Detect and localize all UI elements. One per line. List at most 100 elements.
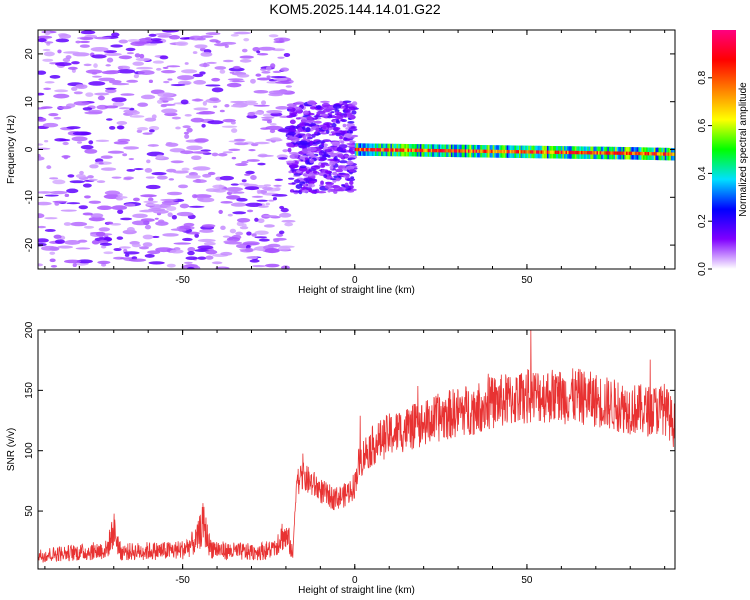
- spectrogram-blob: [223, 240, 236, 244]
- spectrogram-blob: [234, 142, 249, 146]
- spectrogram-blob: [83, 225, 95, 229]
- carrier-band-core: [402, 148, 406, 152]
- spectrogram-blob: [80, 36, 94, 41]
- spectrogram-blob: [89, 164, 99, 169]
- spectrogram-blob: [317, 148, 322, 152]
- spectrogram-blob: [340, 118, 345, 122]
- spectrogram-blob: [283, 52, 291, 57]
- carrier-band-core: [529, 150, 533, 154]
- spectrogram-blob: [189, 35, 204, 41]
- spectrogram-x-tick-label: 50: [521, 275, 533, 286]
- spectrogram-blob: [222, 235, 231, 238]
- spectrogram-blob: [232, 65, 241, 70]
- spectrogram-blob: [49, 177, 59, 180]
- spectrogram-blob: [63, 51, 80, 54]
- spectrogram-blob: [191, 194, 198, 199]
- carrier-band-core: [401, 148, 404, 152]
- carrier-band-core: [593, 151, 596, 155]
- spectrogram-blob: [212, 184, 225, 189]
- snr-x-tick-label: 0: [352, 575, 358, 586]
- spectrogram-blob: [49, 75, 61, 79]
- carrier-band-core: [404, 148, 407, 152]
- spectrogram-blob: [110, 44, 123, 48]
- spectrogram-blob: [112, 82, 130, 86]
- carrier-band-core: [570, 150, 573, 155]
- spectrogram-blob: [112, 101, 125, 107]
- spectrogram-blob: [166, 263, 176, 268]
- spectrogram-blob: [282, 149, 289, 153]
- carrier-band-core: [495, 149, 499, 154]
- spectrogram-blob: [130, 41, 147, 47]
- spectrogram-blob: [64, 259, 82, 264]
- spectrogram-blob: [146, 159, 151, 164]
- carrier-band-core: [436, 148, 440, 153]
- carrier-band-core: [396, 148, 400, 152]
- spectrogram-blob: [213, 105, 218, 108]
- carrier-band-core: [364, 147, 367, 152]
- carrier-band-core: [565, 150, 569, 155]
- carrier-band-core: [642, 151, 646, 156]
- spectrogram-blob: [38, 107, 47, 110]
- carrier-band-core: [514, 150, 517, 154]
- spectrogram-blob: [214, 66, 227, 70]
- carrier-band-core: [393, 148, 397, 152]
- spectrogram-blob: [182, 237, 193, 242]
- spectrogram-blob: [302, 134, 307, 140]
- carrier-band-core: [585, 151, 589, 155]
- spectrogram-blob: [168, 35, 181, 40]
- carrier-band-core: [374, 148, 378, 152]
- spectrogram-blob: [161, 30, 180, 33]
- spectrogram-blob: [104, 87, 117, 90]
- spectrogram-blob: [171, 214, 177, 220]
- snr-x-axis-label: Height of straight line (km): [298, 585, 415, 596]
- spectrogram-blob: [57, 49, 62, 54]
- spectrogram-blob: [93, 63, 98, 68]
- spectrogram-x-ticks: -50 0 50: [44, 30, 666, 286]
- spectrogram-blob: [140, 94, 156, 100]
- spectrogram-blob: [339, 100, 343, 105]
- spectrogram-blob: [332, 104, 342, 109]
- spectrogram-blob: [71, 61, 80, 65]
- spectrogram-blob: [42, 48, 51, 52]
- spectrogram-blob: [88, 200, 102, 204]
- spectrogram-blob: [244, 100, 257, 103]
- spectrogram-blob: [53, 116, 62, 120]
- carrier-band-core: [563, 150, 567, 155]
- spectrogram-blob: [113, 247, 122, 252]
- spectrogram-blob: [38, 263, 44, 267]
- spectrogram-blob: [346, 178, 356, 182]
- spectrogram-blob: [325, 170, 332, 175]
- spectrogram-blob: [156, 175, 168, 180]
- carrier-band-core: [509, 149, 513, 154]
- spectrogram-blob: [184, 114, 192, 117]
- spectrogram-blob: [175, 126, 181, 130]
- spectrogram-blob: [333, 186, 343, 192]
- spectrogram-blob: [52, 179, 66, 185]
- carrier-band-core: [661, 152, 665, 156]
- spectrogram-blob: [236, 197, 248, 202]
- carrier-band-core: [559, 150, 562, 155]
- spectrogram-blob: [140, 194, 157, 198]
- spectrogram-blob: [299, 140, 308, 146]
- spectrogram-blob: [257, 162, 266, 166]
- spectrogram-blob: [104, 105, 119, 109]
- spectrogram-blob: [336, 147, 344, 152]
- spectrogram-blob: [241, 179, 247, 183]
- spectrogram-blob: [225, 187, 244, 192]
- spectrogram-blob: [103, 251, 114, 255]
- spectrogram-blob: [46, 165, 52, 170]
- spectrogram-blob: [203, 241, 216, 246]
- spectrogram-blob: [162, 233, 179, 237]
- spectrogram-blob: [116, 125, 125, 130]
- spectrogram-blob: [106, 118, 113, 121]
- spectrogram-blob: [76, 259, 93, 264]
- spectrogram-x-tick-label: -50: [175, 275, 190, 286]
- spectrogram-blob: [254, 230, 269, 235]
- spectrogram-blob: [246, 256, 258, 260]
- spectrogram-blob: [38, 143, 44, 146]
- carrier-band-core: [362, 147, 366, 152]
- carrier-band-core: [543, 150, 547, 154]
- spectrogram-blob: [288, 128, 297, 133]
- spectrogram-blob: [273, 184, 282, 187]
- spectrogram-blob: [57, 245, 73, 249]
